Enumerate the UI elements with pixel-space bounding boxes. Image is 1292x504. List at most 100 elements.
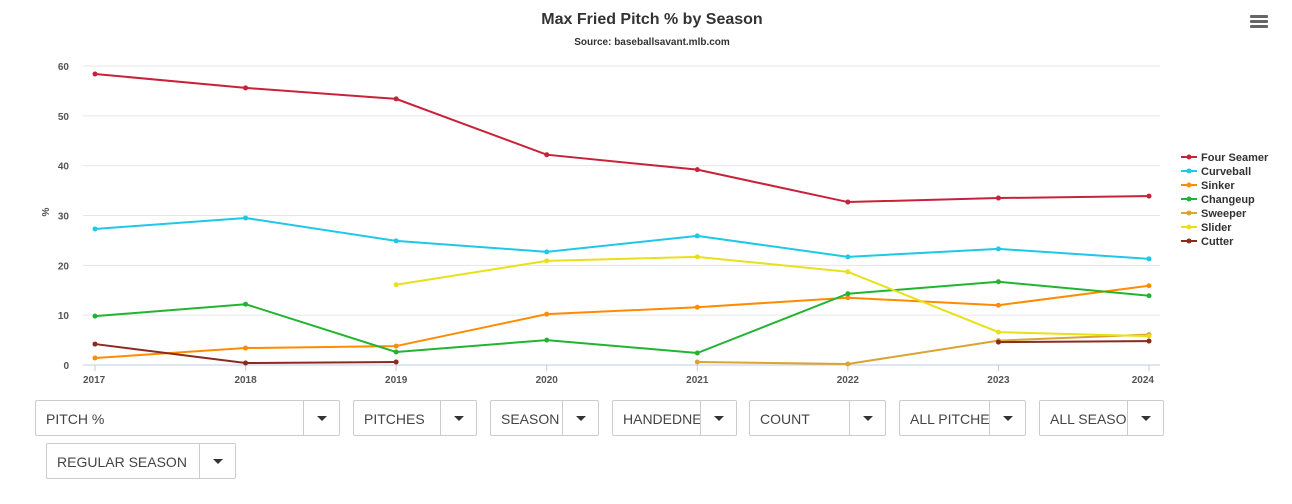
legend-item[interactable]: Changeup [1181, 194, 1255, 206]
data-point[interactable] [694, 350, 700, 356]
data-point[interactable] [694, 233, 700, 239]
data-point[interactable] [1146, 256, 1152, 262]
data-point[interactable] [92, 341, 98, 347]
legend-label: Four Seamer [1201, 152, 1269, 164]
data-point[interactable] [995, 329, 1001, 335]
dropdown-toggle[interactable] [989, 401, 1025, 435]
data-point[interactable] [845, 269, 851, 275]
data-point[interactable] [845, 199, 851, 205]
data-point[interactable] [544, 152, 550, 158]
data-point[interactable] [92, 226, 98, 232]
data-point[interactable] [845, 291, 851, 297]
dropdown-all-pitches[interactable]: ALL PITCHES [899, 400, 1026, 436]
legend-label: Curveball [1201, 166, 1251, 178]
data-point[interactable] [995, 339, 1001, 345]
dropdown-toggle[interactable] [199, 444, 235, 478]
data-point[interactable] [544, 249, 550, 255]
data-point[interactable] [1146, 293, 1152, 299]
chevron-down-icon [713, 416, 724, 421]
chevron-down-icon [212, 459, 223, 464]
data-point[interactable] [243, 85, 249, 91]
dropdown-toggle[interactable] [849, 401, 885, 435]
legend-marker [1186, 182, 1192, 188]
x-tick-label: 2024 [1132, 375, 1155, 386]
data-point[interactable] [393, 349, 399, 355]
dropdown-season[interactable]: SEASON [490, 400, 599, 436]
dropdown-count[interactable]: COUNT [749, 400, 886, 436]
y-axis-label: % [41, 207, 52, 216]
data-point[interactable] [544, 258, 550, 264]
legend-item[interactable]: Sinker [1181, 180, 1235, 192]
data-point[interactable] [92, 355, 98, 361]
dropdown-handedness[interactable]: HANDEDNESS [612, 400, 737, 436]
series-line-slider [395, 255, 1150, 338]
series-line-cutter [94, 340, 1150, 365]
dropdown-toggle[interactable] [303, 401, 339, 435]
data-point[interactable] [1146, 333, 1152, 339]
series-line-changeup [94, 280, 1150, 355]
data-point[interactable] [544, 337, 550, 343]
data-point[interactable] [845, 254, 851, 260]
dropdown-toggle[interactable] [1127, 401, 1163, 435]
x-tick-label: 2018 [234, 375, 257, 386]
legend-item[interactable]: Four Seamer [1181, 152, 1269, 164]
dropdown-toggle[interactable] [440, 401, 476, 435]
data-point[interactable] [243, 345, 249, 351]
dropdown-toggle[interactable] [700, 401, 736, 435]
data-point[interactable] [1146, 338, 1152, 344]
dropdown-label: HANDEDNESS [623, 411, 701, 427]
x-tick-label: 2021 [686, 375, 709, 386]
data-point[interactable] [694, 304, 700, 310]
dropdown-pitch-[interactable]: PITCH % [35, 400, 340, 436]
legend-label: Sinker [1201, 180, 1235, 192]
dropdown-regular-season[interactable]: REGULAR SEASON [46, 443, 236, 479]
data-point[interactable] [243, 360, 249, 366]
data-point[interactable] [995, 195, 1001, 201]
data-point[interactable] [243, 301, 249, 307]
x-tick-label: 2023 [987, 375, 1010, 386]
data-point[interactable] [243, 215, 249, 221]
data-point[interactable] [1146, 283, 1152, 289]
menu-icon[interactable] [1250, 15, 1268, 30]
y-tick-label: 0 [63, 361, 69, 372]
legend-item[interactable]: Cutter [1181, 236, 1234, 248]
data-point[interactable] [393, 96, 399, 102]
dropdown-toggle[interactable] [562, 401, 598, 435]
data-point[interactable] [995, 246, 1001, 252]
data-point[interactable] [393, 343, 399, 349]
dropdown-label: SEASON [501, 411, 560, 427]
data-point[interactable] [845, 361, 851, 367]
data-point[interactable] [1146, 193, 1152, 199]
y-tick-label: 10 [58, 311, 70, 322]
legend-item[interactable]: Sweeper [1181, 208, 1247, 220]
legend-item[interactable]: Slider [1181, 222, 1232, 234]
series-line-sinker [94, 284, 1150, 360]
legend-label: Cutter [1201, 236, 1234, 248]
data-point[interactable] [92, 71, 98, 77]
data-point[interactable] [393, 282, 399, 288]
dropdown-label: ALL SEASONS [1050, 411, 1128, 427]
legend-item[interactable]: Curveball [1181, 166, 1251, 178]
dropdown-label: ALL PITCHES [910, 411, 990, 427]
data-point[interactable] [995, 302, 1001, 308]
x-tick-label: 2019 [385, 375, 408, 386]
data-point[interactable] [393, 359, 399, 365]
y-tick-label: 40 [58, 162, 70, 173]
data-point[interactable] [92, 313, 98, 319]
pitch-chart: Max Fried Pitch % by Season Source: base… [41, 11, 1269, 386]
data-point[interactable] [694, 359, 700, 365]
y-tick-label: 50 [58, 112, 70, 123]
data-point[interactable] [995, 279, 1001, 285]
data-point[interactable] [694, 167, 700, 173]
series-line-four-seamer [94, 72, 1150, 204]
dropdown-pitches[interactable]: PITCHES [353, 400, 477, 436]
data-point[interactable] [694, 254, 700, 260]
x-tick-label: 2020 [536, 375, 559, 386]
data-point[interactable] [544, 311, 550, 317]
data-point[interactable] [393, 238, 399, 244]
y-tick-label: 20 [58, 261, 70, 272]
dropdown-all-seasons[interactable]: ALL SEASONS [1039, 400, 1164, 436]
data-point[interactable] [845, 295, 851, 301]
legend-marker [1186, 210, 1192, 216]
chart-subtitle: Source: baseballsavant.mlb.com [574, 37, 730, 48]
